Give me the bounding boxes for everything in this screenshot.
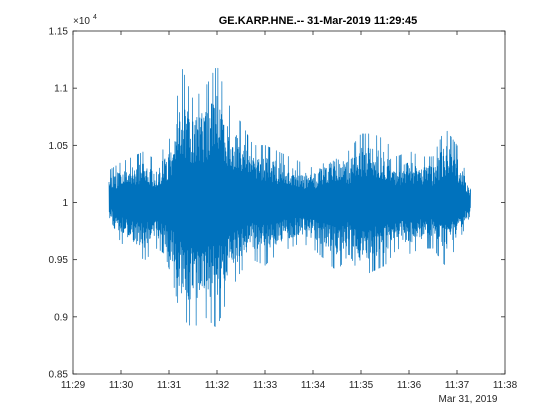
plot-area	[108, 67, 471, 327]
x-tick-label: 11:29	[61, 380, 86, 391]
x-tick-label: 11:31	[157, 380, 182, 391]
y-tick-label: 1.15	[49, 27, 69, 38]
x-tick-label: 11:37	[445, 380, 470, 391]
date-label: Mar 31, 2019	[439, 394, 498, 405]
y-tick-label: 0.85	[49, 370, 69, 381]
y-exponent-label: ×10 4	[73, 14, 97, 27]
axes: 11:29 11:30 11:31 11:32 11:33 11:34 11:35 11:36…	[49, 27, 518, 392]
chart-title: GE.KARP.HNE.-- 31-Mar-2019 11:29:45	[219, 15, 418, 27]
y-tick-label: 1.1	[54, 84, 68, 95]
x-tick-label: 11:33	[253, 380, 278, 391]
y-tick-label: 0.9	[54, 312, 68, 323]
x-tick-label: 11:34	[301, 380, 326, 391]
x-tick-label: 11:30	[109, 380, 134, 391]
x-tick-label: 11:35	[349, 380, 374, 391]
x-tick-label: 11:38	[493, 380, 518, 391]
y-tick-label: 1.05	[49, 141, 69, 152]
y-exponent-text: ×10	[73, 16, 90, 27]
y-tick-label: 1	[62, 198, 68, 209]
x-tick-label: 11:36	[397, 380, 422, 391]
seismogram-trace	[108, 67, 471, 327]
y-tick-label: 0.95	[49, 255, 69, 266]
x-tick-label: 11:32	[205, 380, 230, 391]
y-exponent-power: 4	[93, 14, 97, 21]
